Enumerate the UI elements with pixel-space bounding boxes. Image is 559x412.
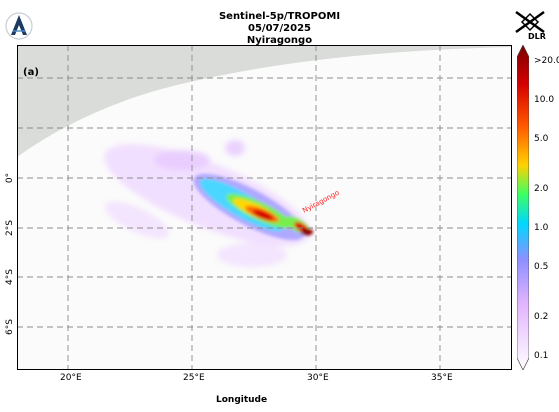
x-tick-35e: 35°E <box>431 373 453 383</box>
so2-plume <box>193 173 313 241</box>
graticule <box>17 45 512 370</box>
x-tick-30e: 30°E <box>307 373 329 383</box>
cbar-tick-0-5: 0.5 <box>534 262 549 272</box>
y-tick-6s: 6°S <box>5 319 15 335</box>
x-tick-20e: 20°E <box>60 373 82 383</box>
title-line-volcano: Nyiragongo <box>246 35 313 46</box>
x-tick-25e: 25°E <box>183 373 205 383</box>
cbar-tick-0-2: 0.2 <box>534 312 549 322</box>
y-tick-0: 0° <box>5 172 15 184</box>
cbar-tick-2: 2.0 <box>534 184 549 194</box>
map-frame <box>17 45 512 370</box>
y-tick-4s: 4°S <box>5 269 15 285</box>
dlr-label: DLR <box>528 32 546 41</box>
cbar-tick-10: 10.0 <box>534 95 555 105</box>
cbar-tick-5: 5.0 <box>534 134 549 144</box>
panel-label: (a) <box>23 67 39 78</box>
cbar-tick-0-1: 0.1 <box>534 351 549 361</box>
colorbar <box>517 45 529 370</box>
cbar-tick-1: 1.0 <box>534 223 549 233</box>
lightning-logo <box>4 9 34 43</box>
x-axis-title: Longitude <box>216 395 268 405</box>
off-swath-area <box>17 45 512 157</box>
cbar-tick-20: >20.0 <box>534 56 559 66</box>
dlr-logo: DLR <box>508 8 552 44</box>
map-panel: Nyiragongo (a) <box>17 45 512 370</box>
title-line-date: 05/07/2025 <box>248 23 311 34</box>
title-line-instrument: Sentinel-5p/TROPOMI <box>218 11 341 22</box>
y-tick-2s: 2°S <box>5 220 15 236</box>
